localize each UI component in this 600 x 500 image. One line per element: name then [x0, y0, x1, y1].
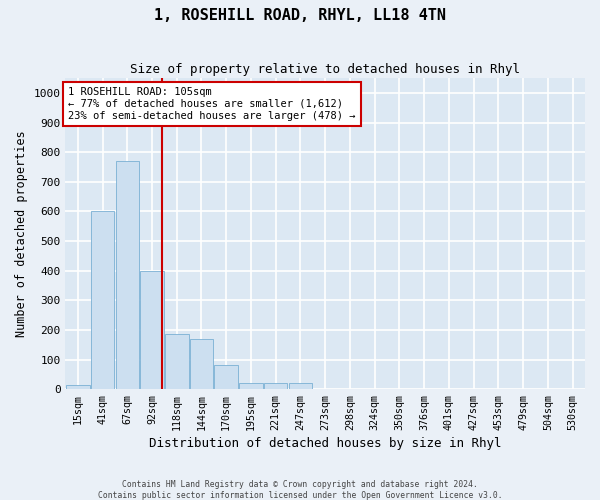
Text: 1, ROSEHILL ROAD, RHYL, LL18 4TN: 1, ROSEHILL ROAD, RHYL, LL18 4TN [154, 8, 446, 22]
Bar [91, 212, 114, 389]
Bar [140, 270, 164, 389]
Bar [165, 334, 188, 389]
Text: 1 ROSEHILL ROAD: 105sqm
← 77% of detached houses are smaller (1,612)
23% of semi: 1 ROSEHILL ROAD: 105sqm ← 77% of detache… [68, 88, 356, 120]
Bar [264, 384, 287, 389]
Bar [239, 384, 263, 389]
Bar [66, 384, 89, 389]
Text: Contains HM Land Registry data © Crown copyright and database right 2024.
Contai: Contains HM Land Registry data © Crown c… [98, 480, 502, 500]
Bar [116, 161, 139, 389]
Title: Size of property relative to detached houses in Rhyl: Size of property relative to detached ho… [130, 62, 520, 76]
Bar [214, 366, 238, 389]
Bar [289, 384, 312, 389]
X-axis label: Distribution of detached houses by size in Rhyl: Distribution of detached houses by size … [149, 437, 502, 450]
Bar [190, 339, 213, 389]
Y-axis label: Number of detached properties: Number of detached properties [15, 130, 28, 337]
